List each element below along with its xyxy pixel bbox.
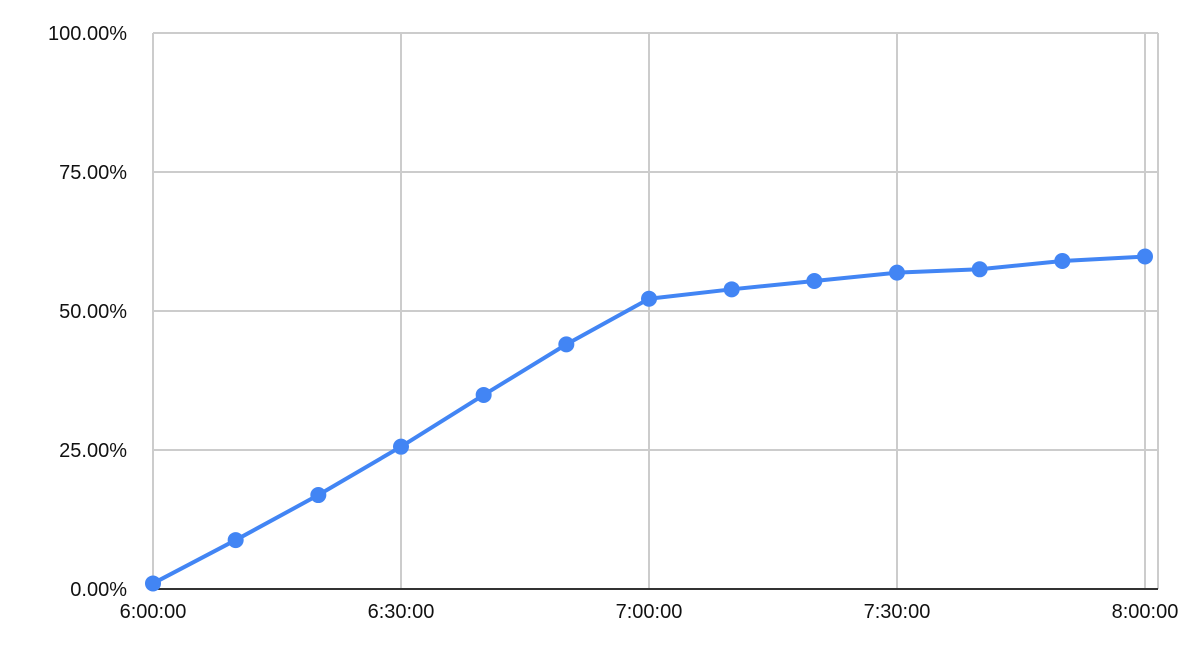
x-tick-label: 6:00:00 xyxy=(120,601,187,623)
data-point xyxy=(641,290,657,307)
x-tick-label: 7:30:00 xyxy=(864,601,931,623)
y-tick-label: 0.00% xyxy=(70,579,127,601)
data-point xyxy=(1137,248,1153,265)
data-point xyxy=(393,438,409,455)
data-point xyxy=(558,336,575,353)
data-point xyxy=(145,575,161,592)
series-group xyxy=(145,248,1153,592)
y-axis-ticks: 0.00% 25.00% 50.00% 75.00% 100.00% xyxy=(48,23,127,601)
x-axis-ticks: 6:00:00 6:30:00 7:00:00 7:30:00 8:00:00 xyxy=(120,601,1179,623)
data-point xyxy=(227,532,244,549)
data-point xyxy=(475,386,492,403)
data-point xyxy=(806,272,823,289)
y-tick-label: 100.00% xyxy=(48,23,127,45)
data-point xyxy=(889,264,905,281)
data-point xyxy=(723,281,740,298)
y-tick-label: 25.00% xyxy=(59,440,127,462)
x-tick-label: 8:00:00 xyxy=(1112,601,1179,623)
y-tick-label: 75.00% xyxy=(59,162,127,184)
data-point xyxy=(971,261,988,278)
data-point xyxy=(310,487,327,504)
grid xyxy=(152,32,1159,589)
data-point xyxy=(1054,252,1071,269)
x-tick-label: 6:30:00 xyxy=(368,601,435,623)
y-tick-label: 50.00% xyxy=(59,301,127,323)
x-tick-label: 7:00:00 xyxy=(616,601,683,623)
